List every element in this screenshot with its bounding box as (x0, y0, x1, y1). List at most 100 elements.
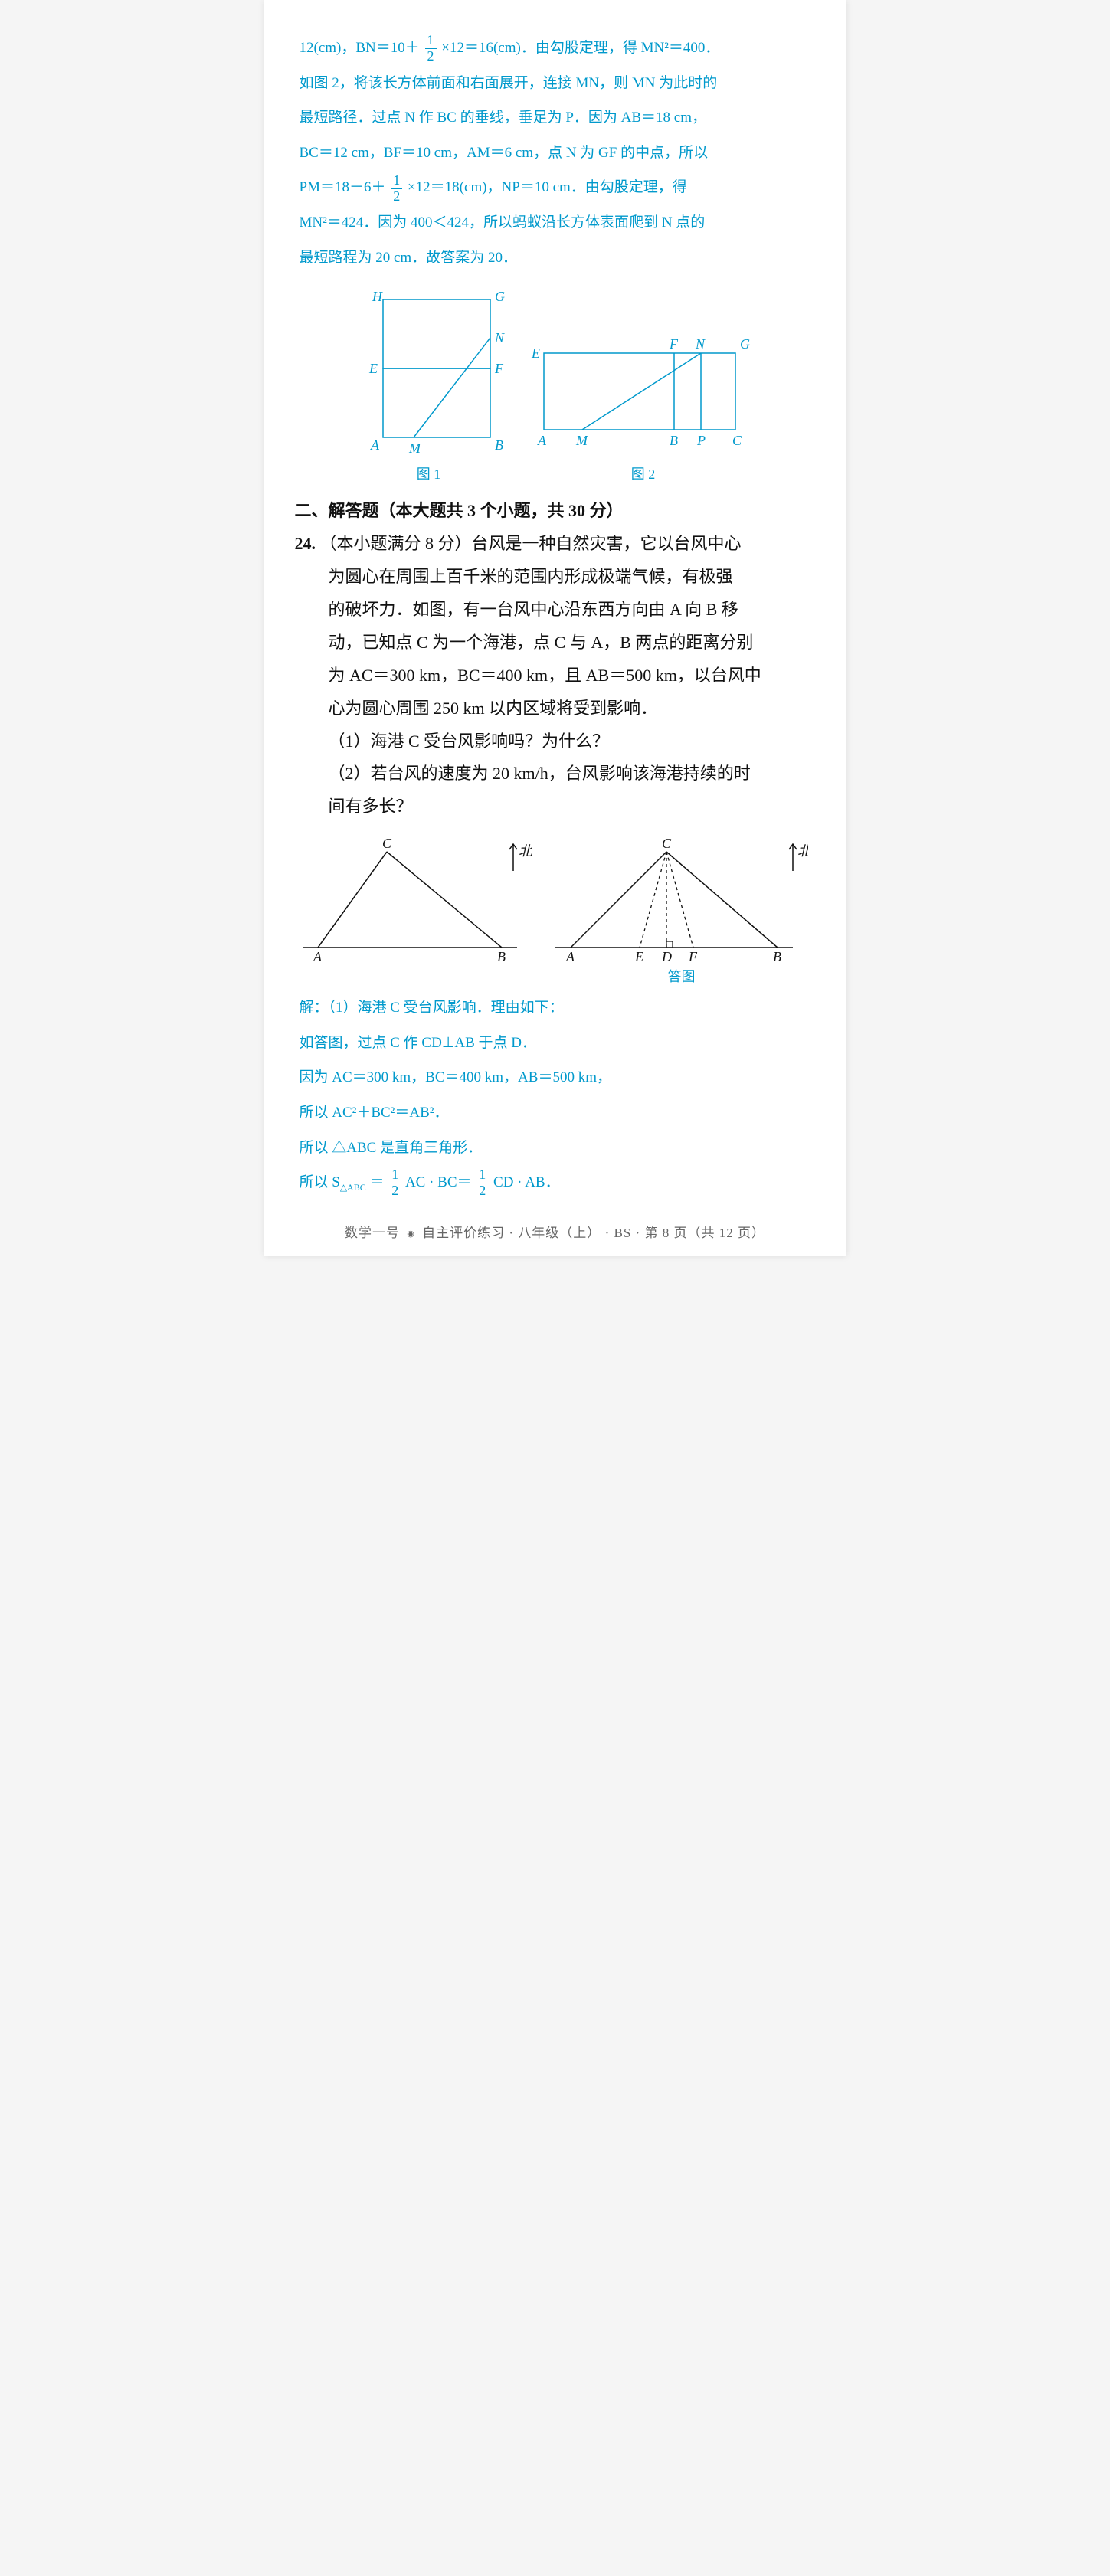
page: 12(cm)，BN＝10＋ 1 2 ×12＝16(cm)．由勾股定理，得 MN²… (264, 0, 846, 1256)
label-A: A (370, 437, 380, 453)
dot-icon: ◉ (407, 1229, 415, 1239)
frac-2-num: 1 (391, 173, 402, 189)
bsol-2: 如答图，过点 C 作 CD⊥AB 于点 D． (300, 1026, 811, 1061)
tri-l-B: B (497, 949, 506, 963)
label-E: E (368, 361, 378, 376)
problem-24-p2b: 间有多长？ (295, 790, 816, 823)
sep-1: · (509, 1226, 518, 1240)
page-footer: 数学一号 ◉ 自主评价练习 · 八年级（上） · BS · 第 8 页（共 12… (295, 1222, 816, 1241)
problem-24-p2a: （2）若台风的速度为 20 km/h，台风影响该海港持续的时 (295, 758, 816, 790)
tri-r-D: D (661, 949, 672, 963)
bsol-3: 因为 AC＝300 km，BC＝400 km，AB＝500 km， (300, 1060, 811, 1095)
label2-M: M (575, 433, 588, 448)
label-H: H (372, 289, 383, 304)
label-M: M (408, 440, 421, 456)
problem-24-l3: 的破坏力．如图，有一台风中心沿东西方向由 A 向 B 移 (295, 594, 816, 627)
tri-r-F: F (688, 949, 698, 963)
figure-2-svg: E F N G A M B P C (529, 330, 758, 460)
bsol-1: 解：（1）海港 C 受台风影响．理由如下： (300, 990, 811, 1026)
sol-line-2: 如图 2，将该长方体前面和右面展开，连接 MN，则 MN 为此时的 (300, 66, 811, 101)
frac-2-den: 2 (391, 189, 402, 205)
label-N: N (494, 330, 505, 345)
sep-3: · (636, 1226, 645, 1240)
figure-2: E F N G A M B P C 图 2 (529, 330, 758, 483)
figure-2-caption: 图 2 (529, 463, 758, 483)
tri-r-B: B (773, 949, 781, 963)
bsol-6c: AC · BC＝ (405, 1174, 472, 1190)
label2-G: G (740, 336, 750, 352)
label-G: G (495, 289, 505, 304)
tri-l-A: A (313, 949, 323, 963)
footer-e: 第 8 页（共 12 页） (644, 1226, 765, 1240)
footer-b: 自主评价练习 (422, 1226, 505, 1240)
figure-tri-right-caption: 答图 (555, 966, 808, 986)
label2-E: E (531, 345, 540, 361)
sol-line-5: PM＝18－6＋ 1 2 ×12＝18(cm)，NP＝10 cm．由勾股定理，得 (300, 170, 811, 205)
sol-line-4: BC＝12 cm，BF＝10 cm，AM＝6 cm，点 N 为 GF 的中点，所… (300, 136, 811, 171)
fraction-2: 1 2 (391, 173, 402, 205)
bsol-6b: ＝ (369, 1174, 384, 1190)
problem-24-l2: 为圆心在周围上百千米的范围内形成极端气候，有极强 (295, 561, 816, 594)
fraction-1: 1 2 (425, 33, 437, 64)
figure-1-caption: 图 1 (352, 463, 506, 483)
frac-3-den: 2 (389, 1183, 401, 1199)
label-F: F (494, 361, 504, 376)
frac-1-num: 1 (425, 33, 437, 49)
frac-4-num: 1 (476, 1167, 488, 1183)
bsol-4: 所以 AC²＋BC²＝AB²． (300, 1095, 811, 1131)
figure-row-triangles: A B C 北 (295, 833, 816, 986)
solution-block-top: 12(cm)，BN＝10＋ 1 2 ×12＝16(cm)．由勾股定理，得 MN²… (295, 31, 816, 275)
problem-24-open: （本小题满分 8 分）台风是一种自然灾害，它以台风中心 (320, 534, 742, 553)
sol-line-7: 最短路程为 20 cm．故答案为 20． (300, 241, 811, 276)
tri-l-C: C (382, 836, 392, 851)
bsol-5: 所以 △ABC 是直角三角形． (300, 1131, 811, 1166)
sol-line-6: MN²＝424．因为 400＜424，所以蚂蚁沿长方体表面爬到 N 点的 (300, 205, 811, 241)
label-B: B (495, 437, 503, 453)
fraction-4: 1 2 (476, 1167, 488, 1199)
sep-2: · (605, 1226, 614, 1240)
tri-r-E: E (634, 949, 643, 963)
figure-tri-right-svg: A B C E D F 北 (555, 833, 808, 963)
footer-d: BS (614, 1226, 631, 1240)
bsol-6: 所以 S△ABC ＝ 1 2 AC · BC＝ 1 2 CD · AB． (300, 1165, 811, 1200)
problem-24-l4: 动，已知点 C 为一个海港，点 C 与 A，B 两点的距离分别 (295, 627, 816, 660)
problem-24: 24. （本小题满分 8 分）台风是一种自然灾害，它以台风中心 为圆心在周围上百… (295, 528, 816, 823)
frac-3-num: 1 (389, 1167, 401, 1183)
figure-tri-left-svg: A B C 北 (303, 833, 532, 963)
fraction-3: 1 2 (389, 1167, 401, 1199)
bsol-6d: CD · AB． (493, 1174, 560, 1190)
bsol-6a: 所以 S (300, 1174, 340, 1190)
figure-1-svg: H G E F A B M N (352, 284, 506, 460)
figure-tri-left: A B C 北 (303, 833, 532, 986)
label2-C: C (732, 433, 742, 448)
label2-P: P (696, 433, 706, 448)
tri-r-A: A (565, 949, 575, 963)
figure-row-top: H G E F A B M N 图 1 E F N (295, 284, 816, 483)
solution-block-bottom: 解：（1）海港 C 受台风影响．理由如下： 如答图，过点 C 作 CD⊥AB 于… (295, 990, 816, 1200)
label2-F: F (669, 336, 679, 352)
label2-A: A (537, 433, 547, 448)
footer-c: 八年级（上） (518, 1226, 601, 1240)
problem-24-l5: 为 AC＝300 km，BC＝400 km，且 AB＝500 km，以台风中 (295, 660, 816, 692)
sol-1b: ×12＝16(cm)．由勾股定理，得 MN²＝400． (441, 40, 719, 56)
frac-1-den: 2 (425, 49, 437, 64)
bsol-6sub: △ABC (340, 1182, 366, 1193)
sol-line-1: 12(cm)，BN＝10＋ 1 2 ×12＝16(cm)．由勾股定理，得 MN²… (300, 31, 811, 66)
section-2-heading: 二、解答题（本大题共 3 个小题，共 30 分） (295, 497, 816, 522)
problem-24-l6: 心为圆心周围 250 km 以内区域将受到影响． (295, 692, 816, 725)
footer-a: 数学一号 (345, 1226, 400, 1240)
problem-24-p1: （1）海港 C 受台风影响吗？为什么？ (295, 725, 816, 758)
label2-N: N (695, 336, 706, 352)
tri-l-north: 北 (519, 843, 532, 859)
problem-24-number: 24. (295, 534, 316, 553)
sol-5b: ×12＝18(cm)，NP＝10 cm．由勾股定理，得 (408, 179, 687, 195)
tri-r-north: 北 (797, 843, 808, 859)
sol-1a: 12(cm)，BN＝10＋ (300, 40, 420, 56)
sol-5a: PM＝18－6＋ (300, 179, 386, 195)
frac-4-den: 2 (476, 1183, 488, 1199)
label2-B: B (670, 433, 678, 448)
figure-tri-right: A B C E D F 北 答图 (555, 833, 808, 986)
tri-r-C: C (662, 836, 672, 851)
figure-1: H G E F A B M N 图 1 (352, 284, 506, 483)
sol-line-3: 最短路径．过点 N 作 BC 的垂线，垂足为 P．因为 AB＝18 cm， (300, 100, 811, 136)
